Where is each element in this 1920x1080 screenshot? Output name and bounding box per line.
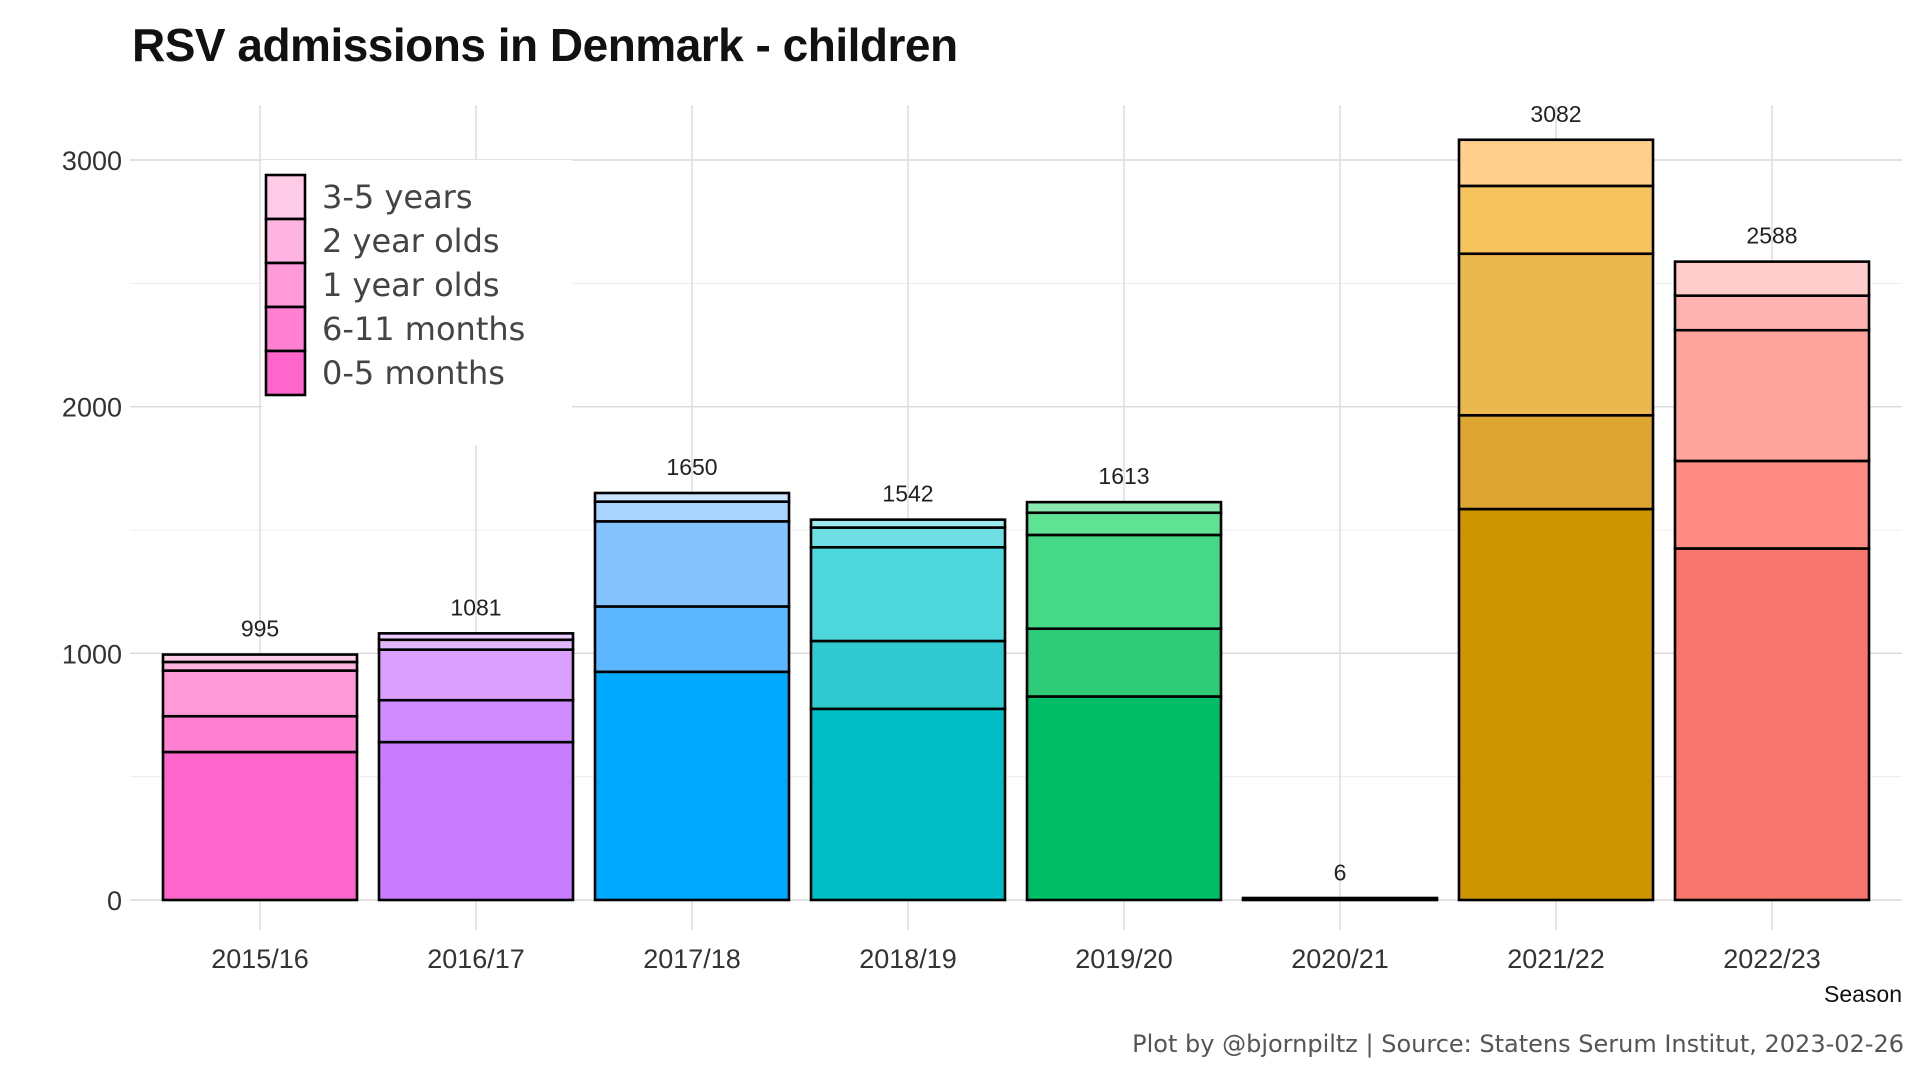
total-label: 1650: [666, 454, 717, 480]
bar-segment-2-year-olds: [1025, 511, 1223, 537]
bars: [161, 138, 1871, 902]
bar-segment-6-11-months: [1457, 413, 1655, 511]
chart-title: RSV admissions in Denmark - children: [132, 19, 958, 71]
legend-label: 2 year olds: [322, 222, 500, 260]
legend-label: 0-5 months: [322, 354, 505, 392]
x-tick-label: 2018/19: [859, 944, 957, 974]
bar-stack-2019-20: [1025, 500, 1223, 902]
bar-stack-2016-17: [377, 632, 575, 902]
bar-segment-3-5-years: [377, 632, 575, 642]
y-tick-label: 3000: [62, 146, 122, 176]
total-label: 2588: [1746, 223, 1797, 249]
bar-segment-3-5-years: [809, 518, 1007, 529]
legend-label: 6-11 months: [322, 310, 525, 348]
legend-key: [264, 261, 307, 309]
bar-stack-2017-18: [593, 491, 791, 902]
x-tick-label: 2015/16: [211, 944, 309, 974]
legend-key: [264, 173, 307, 221]
total-labels: 995 1081 1650 1542 1613 6 3082 2588: [241, 101, 1798, 886]
bar-segment-0-5-months: [809, 707, 1007, 902]
legend-background: [262, 160, 572, 445]
bar-segment-3-5-years: [593, 491, 791, 503]
bar-stack-2018-19: [809, 518, 1007, 902]
bar-segment-6-11-months: [1025, 627, 1223, 698]
bar-segment-6-11-months: [809, 639, 1007, 711]
bar-segment-2-year-olds: [593, 500, 791, 523]
total-label: 3082: [1530, 101, 1581, 127]
bar-segment-0-5-months: [1241, 896, 1439, 902]
total-label: 6: [1334, 860, 1347, 886]
x-tick-label: 2019/20: [1075, 944, 1173, 974]
x-tick-label: 2020/21: [1291, 944, 1389, 974]
bar-segment-6-11-months: [1673, 459, 1871, 550]
bar-stack-2015-16: [161, 653, 359, 902]
bar-segment-1-year-olds: [809, 545, 1007, 643]
x-axis-ticks: 2015/16 2016/17 2017/18 2018/19 2019/20 2020/…: [211, 944, 1821, 974]
x-tick-label: 2016/17: [427, 944, 525, 974]
bar-segment-0-5-months: [1673, 547, 1871, 902]
bar-segment-1-year-olds: [161, 669, 359, 718]
y-axis-ticks: 0 1000 2000 3000: [62, 146, 122, 916]
total-label: 1542: [882, 481, 933, 507]
bar-segment-1-year-olds: [1673, 328, 1871, 463]
bar-segment-0-5-months: [1025, 695, 1223, 902]
bar-segment-6-11-months: [161, 714, 359, 754]
bar-segment-3-5-years: [1673, 260, 1871, 297]
bar-stack-2020-21: [1241, 896, 1439, 902]
bar-segment-3-5-years: [161, 653, 359, 664]
bar-segment-0-5-months: [1457, 507, 1655, 902]
total-label: 1613: [1098, 463, 1149, 489]
bar-segment-6-11-months: [377, 698, 575, 744]
bar-segment-6-11-months: [593, 605, 791, 674]
caption: Plot by @bjornpiltz | Source: Statens Se…: [1132, 1030, 1904, 1058]
y-tick-label: 1000: [62, 639, 122, 669]
legend-key: [264, 349, 307, 397]
bar-segment-3-5-years: [1457, 138, 1655, 188]
x-axis-label: Season: [1824, 981, 1902, 1007]
legend-key: [264, 217, 307, 265]
x-tick-label: 2022/23: [1723, 944, 1821, 974]
bar-segment-2-year-olds: [1673, 294, 1871, 332]
y-tick-label: 0: [107, 886, 122, 916]
bar-stack-2021-22: [1457, 138, 1655, 902]
legend-label: 3-5 years: [322, 178, 473, 216]
total-label: 995: [241, 616, 279, 642]
bar-segment-0-5-months: [593, 670, 791, 902]
legend: 3-5 years 2 year olds 1 year olds 6-11 mont…: [262, 160, 572, 445]
bar-segment-2-year-olds: [1457, 184, 1655, 256]
bar-segment-0-5-months: [161, 750, 359, 902]
bar-segment-1-year-olds: [1457, 252, 1655, 417]
x-tick-label: 2021/22: [1507, 944, 1605, 974]
legend-key: [264, 305, 307, 353]
bar-segment-3-5-years: [1025, 500, 1223, 515]
total-label: 1081: [450, 594, 501, 620]
y-tick-label: 2000: [62, 393, 122, 423]
bar-stack-2022-23: [1673, 260, 1871, 902]
bar-segment-1-year-olds: [1025, 533, 1223, 630]
legend-label: 1 year olds: [322, 266, 500, 304]
bar-segment-0-5-months: [377, 740, 575, 902]
x-tick-label: 2017/18: [643, 944, 741, 974]
bar-segment-1-year-olds: [593, 520, 791, 608]
bar-segment-2-year-olds: [377, 638, 575, 651]
bar-segment-1-year-olds: [377, 648, 575, 702]
bar-segment-2-year-olds: [809, 526, 1007, 549]
